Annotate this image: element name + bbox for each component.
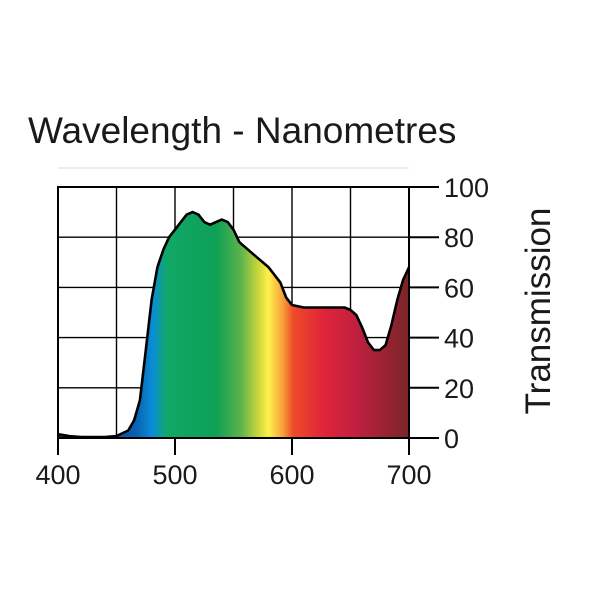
x-tick-label: 700 <box>386 460 431 490</box>
x-tick-label: 500 <box>152 460 197 490</box>
x-tick-label: 400 <box>35 460 80 490</box>
x-axis-ticks: 400 500 600 700 <box>35 438 432 490</box>
y-tick-label: 80 <box>444 223 474 253</box>
transmission-curve <box>57 210 411 439</box>
y-axis-ticks: 0 20 40 60 80 100 <box>409 173 489 454</box>
chart-title: Wavelength - Nanometres <box>28 110 456 151</box>
y-tick-label: 40 <box>444 324 474 354</box>
x-tick-label: 600 <box>269 460 314 490</box>
y-tick-label: 0 <box>444 424 459 454</box>
y-axis-label: Transmission <box>519 208 558 415</box>
y-tick-label: 100 <box>444 173 489 203</box>
y-tick-label: 20 <box>444 374 474 404</box>
transmission-area <box>58 212 409 438</box>
plot-frame <box>57 186 410 439</box>
y-tick-label: 60 <box>444 273 474 303</box>
